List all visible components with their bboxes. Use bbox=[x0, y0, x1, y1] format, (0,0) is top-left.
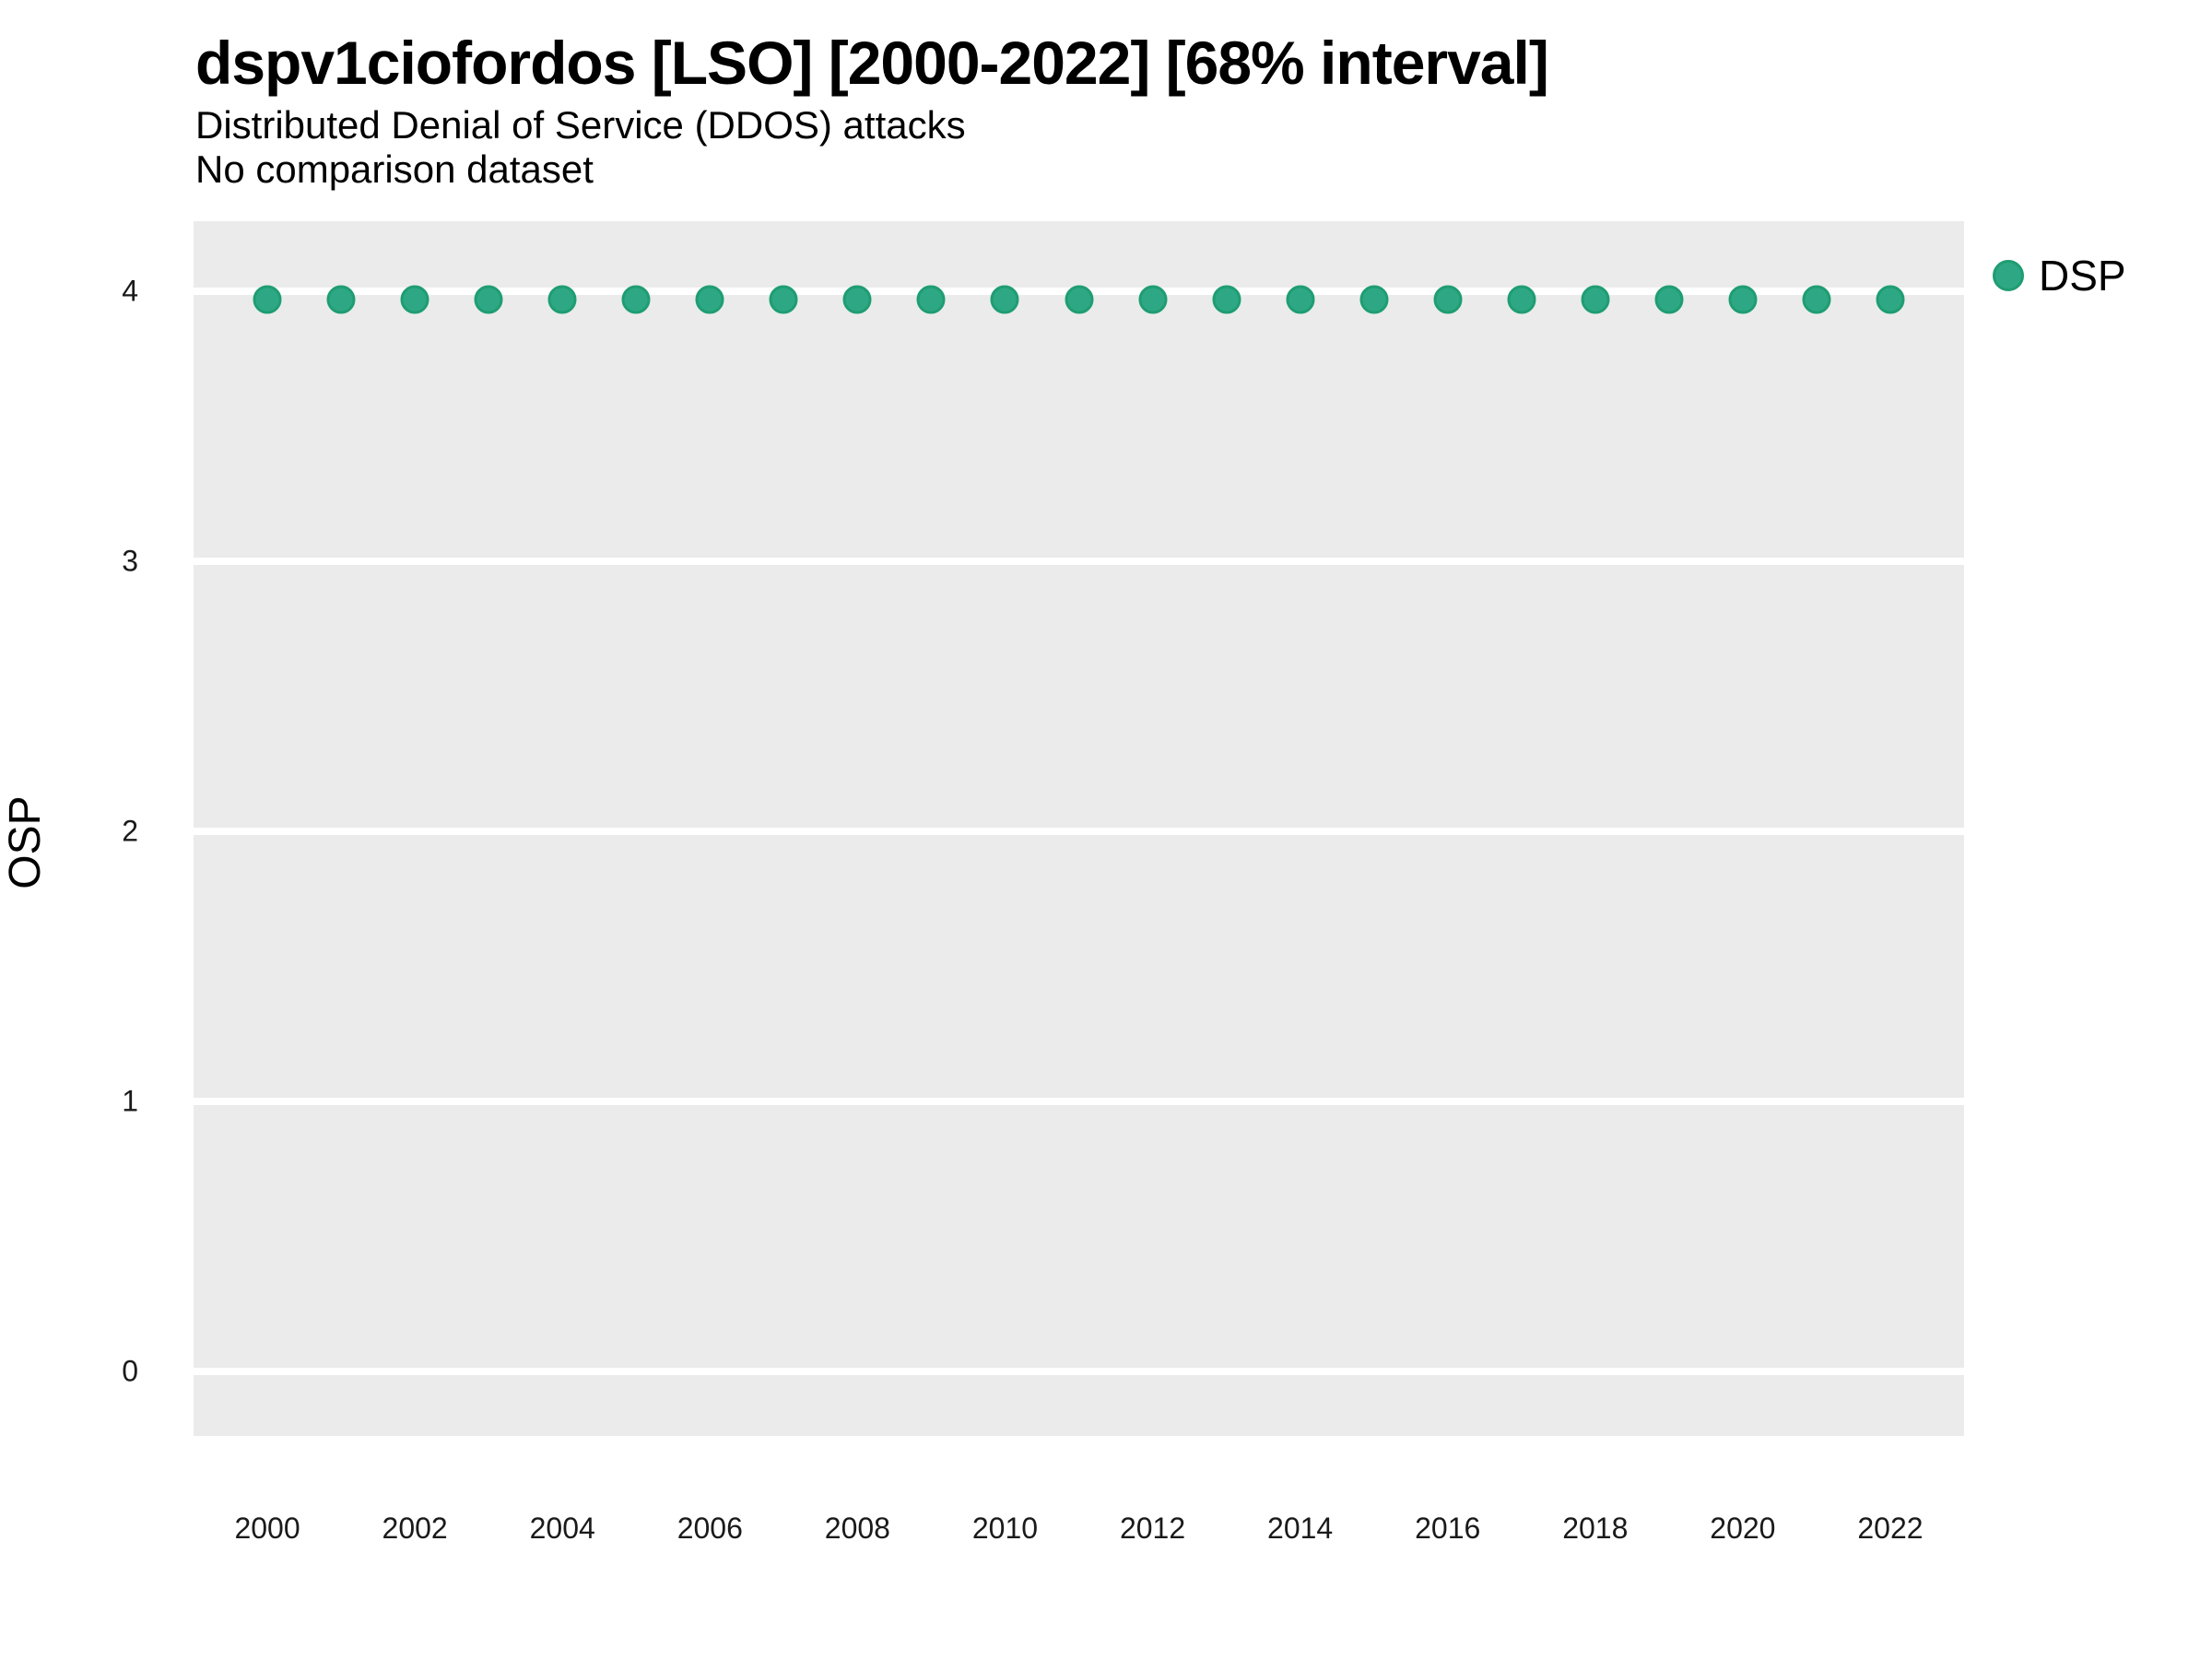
data-point bbox=[695, 285, 724, 314]
x-tick-label: 2020 bbox=[1710, 1512, 1776, 1545]
data-point bbox=[400, 285, 429, 314]
x-tick-label: 2006 bbox=[677, 1512, 743, 1545]
data-point bbox=[1286, 285, 1315, 314]
data-point bbox=[1507, 285, 1536, 314]
data-point bbox=[990, 285, 1019, 314]
chart-note: No comparison dataset bbox=[195, 147, 594, 191]
y-tick-label: 4 bbox=[122, 274, 138, 308]
data-point bbox=[1728, 285, 1758, 314]
x-tick-label: 2000 bbox=[234, 1512, 300, 1545]
chart-subtitle: Distributed Denial of Service (DDOS) att… bbox=[195, 103, 966, 147]
y-tick-label: 3 bbox=[122, 544, 138, 578]
data-point bbox=[769, 285, 798, 314]
x-tick-label: 2010 bbox=[971, 1512, 1039, 1545]
data-point bbox=[547, 285, 577, 314]
gridline bbox=[194, 1367, 1964, 1375]
legend: DSP bbox=[1993, 251, 2126, 300]
x-tick-label: 2012 bbox=[1119, 1512, 1186, 1545]
x-tick-label: 2002 bbox=[382, 1512, 448, 1545]
data-point bbox=[621, 285, 651, 314]
x-tick-label: 2004 bbox=[529, 1512, 595, 1545]
data-point bbox=[474, 285, 503, 314]
data-point bbox=[842, 285, 872, 314]
data-point bbox=[1581, 285, 1610, 314]
data-point bbox=[1138, 285, 1168, 314]
x-tick-label: 2016 bbox=[1415, 1512, 1481, 1545]
data-point bbox=[326, 285, 356, 314]
x-tick-label: 2018 bbox=[1562, 1512, 1629, 1545]
plot-panel bbox=[194, 221, 1964, 1436]
y-tick-label: 0 bbox=[122, 1354, 138, 1388]
chart-title: dspv1ciofordos [LSO] [2000-2022] [68% in… bbox=[195, 29, 1549, 97]
gridline bbox=[194, 558, 1964, 566]
y-tick-label: 1 bbox=[122, 1084, 138, 1118]
data-point bbox=[1065, 285, 1093, 314]
data-point bbox=[1433, 285, 1463, 314]
data-point bbox=[253, 285, 282, 314]
x-tick-label: 2022 bbox=[1857, 1512, 1924, 1545]
data-point bbox=[1802, 285, 1831, 314]
data-point bbox=[1212, 285, 1241, 314]
data-point bbox=[916, 285, 946, 314]
legend-label: DSP bbox=[2039, 252, 2126, 300]
gridline bbox=[194, 827, 1964, 835]
data-point bbox=[1359, 285, 1389, 314]
x-tick-label: 2014 bbox=[1267, 1512, 1334, 1545]
data-point bbox=[1876, 285, 1905, 314]
legend-point-icon bbox=[1993, 260, 2024, 291]
data-point bbox=[1654, 285, 1684, 314]
y-tick-label: 2 bbox=[122, 814, 138, 848]
gridline bbox=[194, 1097, 1964, 1105]
x-tick-label: 2008 bbox=[824, 1512, 890, 1545]
